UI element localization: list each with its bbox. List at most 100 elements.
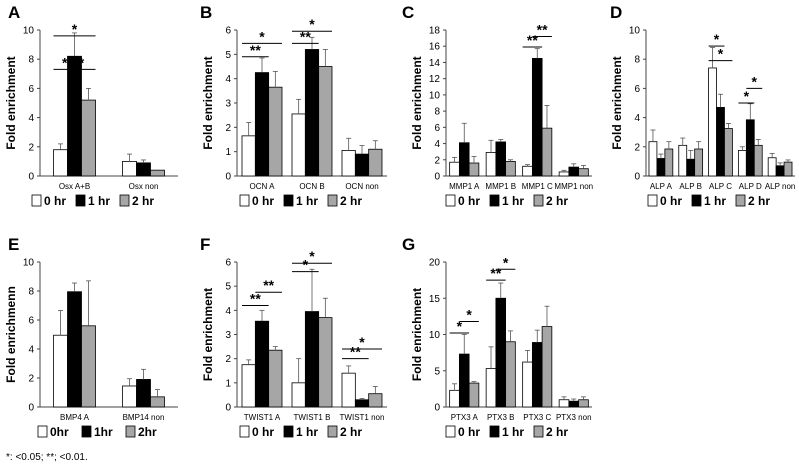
panel-f-ytick-label: 6 (225, 258, 231, 269)
panel-c-bar (449, 161, 460, 177)
panel-d-ytick-label: 6 (634, 84, 640, 95)
panel-b-ytick-label: 1 (225, 147, 231, 158)
panel-g-ytick-label: 5 (434, 366, 440, 377)
panel-b-legend-label: 1 hr (296, 194, 318, 208)
panel-d-bar (656, 158, 666, 177)
panel-a-bar (122, 160, 137, 177)
panel-e-ytick-label: 6 (28, 316, 34, 327)
panel-e-bar (67, 291, 82, 408)
panel-e-ytick-label: 10 (23, 258, 35, 269)
panel-c-ytick-label: 8 (434, 107, 440, 118)
panel-d-legend-label: 1 hr (704, 194, 726, 208)
panel-d-category-label: ALP A (650, 182, 673, 191)
panel-g-bar (468, 382, 480, 408)
panel-a-bar (81, 99, 96, 177)
panel-c-legend-label: 1 hr (502, 194, 524, 208)
panel-c-ytick-label: 14 (429, 58, 441, 69)
panel-g-letter: G (402, 235, 415, 254)
panel-c-ytick-label: 2 (434, 155, 440, 166)
panel-e-bar (136, 379, 151, 408)
panel-d-ytick-label: 4 (634, 113, 640, 124)
panel-g-ytick-label: 20 (429, 258, 441, 269)
panel-a-legend-label: 0 hr (44, 194, 66, 208)
panel-f-ytick-label: 5 (225, 282, 231, 293)
panel-g-category-label: PTX3 C (523, 413, 551, 422)
panel-f-bar (254, 320, 270, 408)
panel-g-category-label: PTX3 A (451, 413, 479, 422)
panel-a-bar (136, 162, 151, 177)
panel-g-bar (449, 389, 460, 408)
panel-f-bar (268, 349, 283, 408)
panel-c-significance-label: ** (527, 32, 538, 48)
panel-b-ytick-label: 2 (225, 123, 231, 134)
panel-a-legend-swatch (119, 194, 130, 207)
panel-c-ytick-label: 16 (429, 42, 441, 53)
panel-a-significance-label: ** (62, 54, 73, 70)
panel-b-ytick-label: 5 (225, 50, 231, 61)
panel-d-bar (716, 106, 725, 177)
panel-e-category-label: BMP4 A (60, 413, 90, 422)
panel-e-bar (122, 385, 137, 408)
panel-d-bar (648, 141, 658, 177)
panel-b-category-label: OCN non (345, 182, 378, 191)
panel-c-legend-swatch (445, 194, 456, 207)
panel-b-legend-swatch (239, 194, 250, 207)
panel-b-bar (354, 153, 370, 177)
panel-d-bar (724, 128, 733, 177)
panel-f-legend-swatch (283, 425, 294, 438)
panel-b-legend-swatch (327, 194, 338, 207)
panel-c-legend-swatch (489, 194, 500, 207)
panel-d-legend-swatch (735, 194, 746, 207)
panel-f-legend-label: 0 hr (252, 425, 274, 439)
panel-b-legend-label: 2 hr (340, 194, 362, 208)
panel-g-category-label: PTX3 non (556, 413, 592, 422)
panel-c-bar (505, 160, 516, 177)
panel-b-bar (304, 49, 320, 177)
significance-footnote: *: <0.05; **; <0.01. (6, 452, 88, 463)
panel-f-significance-label: * (303, 257, 309, 273)
panel-g-significance-label: * (503, 254, 509, 270)
panel-d-bar (664, 148, 674, 177)
panel-e-bar (150, 396, 165, 408)
panel-c-legend-label: 2 hr (546, 194, 568, 208)
panel-f-ytick-label: 0 (225, 403, 231, 414)
panel-f-ytick-label: 1 (225, 378, 231, 389)
panel-g-ytick-label: 0 (434, 403, 440, 414)
panel-g-legend-label: 1 hr (502, 425, 524, 439)
panel-d-bar (737, 150, 747, 177)
panel-e-legend-label: 0hr (50, 425, 69, 439)
panel-g-bar (505, 341, 516, 408)
panel-b-ytick-label: 3 (225, 99, 231, 110)
panel-b-category-label: OCN A (250, 182, 276, 191)
panel-b-significance-label: * (309, 16, 315, 32)
panel-d-bar (694, 148, 704, 177)
panel-g-bar (485, 368, 497, 408)
panel-a-category-label: Osx A+B (59, 182, 90, 191)
panel-g-ytick-label: 15 (429, 294, 441, 305)
panel-b-bar (318, 66, 333, 177)
panel-a-ytick-label: 6 (28, 84, 34, 95)
panel-a-bar (150, 169, 165, 177)
panel-e-letter: E (8, 235, 19, 254)
panel-f-legend-label: 2 hr (340, 425, 362, 439)
panel-c-ytick-label: 10 (429, 90, 441, 101)
panel-f-ytick-label: 3 (225, 330, 231, 341)
panel-g-significance-label: * (466, 306, 472, 322)
panel-g-ylabel: Fold enrichment (410, 288, 424, 381)
panel-c-ytick-label: 18 (429, 26, 441, 37)
panel-a-significance-label: * (79, 54, 85, 70)
panel-d-legend-label: 0 hr (660, 194, 682, 208)
panel-c-ytick-label: 4 (434, 139, 440, 150)
panel-d-bar (708, 67, 717, 177)
panel-d-significance-label: * (744, 88, 750, 104)
panel-f-bar (354, 399, 370, 408)
panel-b-category-label: OCN B (299, 182, 324, 191)
panel-c-category-label: MMP1 B (485, 182, 516, 191)
panel-d-bar (686, 158, 696, 177)
panel-e-legend-swatch (125, 425, 136, 438)
panel-c-bar (522, 165, 533, 177)
panel-c-bar (468, 162, 480, 177)
panel-g-bar (522, 361, 533, 408)
panel-b-bar (341, 150, 356, 177)
panel-b-bar (368, 148, 383, 177)
